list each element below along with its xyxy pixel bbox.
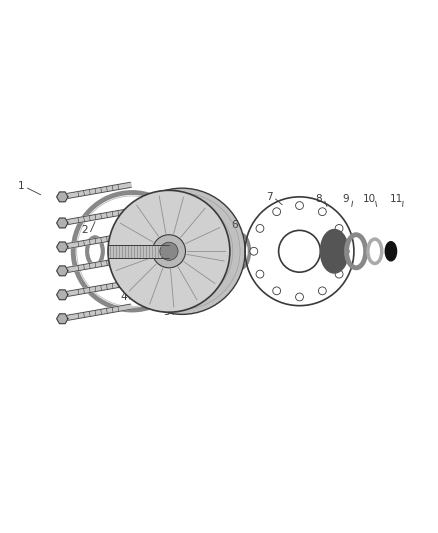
Circle shape	[160, 242, 178, 260]
Text: 1: 1	[18, 181, 24, 191]
Text: 8: 8	[315, 194, 321, 204]
Polygon shape	[57, 218, 68, 228]
Text: 4: 4	[120, 292, 127, 302]
Circle shape	[256, 270, 264, 278]
Polygon shape	[57, 314, 68, 324]
Circle shape	[119, 188, 245, 314]
Circle shape	[250, 247, 258, 255]
Polygon shape	[62, 208, 131, 225]
Text: 2: 2	[81, 224, 88, 235]
Text: 10: 10	[363, 194, 376, 204]
Circle shape	[296, 293, 304, 301]
Text: 3: 3	[113, 233, 120, 243]
Ellipse shape	[385, 241, 396, 261]
Circle shape	[335, 224, 343, 232]
Polygon shape	[57, 266, 68, 276]
Polygon shape	[57, 290, 68, 300]
Circle shape	[108, 190, 230, 312]
Polygon shape	[62, 304, 131, 321]
Circle shape	[341, 247, 349, 255]
Bar	[108, 245, 169, 258]
Polygon shape	[62, 256, 131, 273]
Circle shape	[318, 208, 326, 216]
Circle shape	[335, 270, 343, 278]
Circle shape	[273, 208, 281, 216]
Circle shape	[152, 235, 185, 268]
Circle shape	[318, 287, 326, 295]
Circle shape	[273, 287, 281, 295]
Text: 5: 5	[163, 307, 170, 317]
Text: 11: 11	[390, 194, 403, 204]
Polygon shape	[62, 182, 131, 199]
Polygon shape	[62, 280, 131, 297]
Polygon shape	[62, 232, 131, 249]
Circle shape	[256, 224, 264, 232]
Text: 7: 7	[266, 192, 272, 202]
Polygon shape	[57, 242, 68, 252]
Circle shape	[296, 201, 304, 209]
Ellipse shape	[324, 233, 345, 270]
Text: 9: 9	[343, 194, 350, 204]
Polygon shape	[57, 192, 68, 202]
Text: 6: 6	[231, 220, 237, 230]
